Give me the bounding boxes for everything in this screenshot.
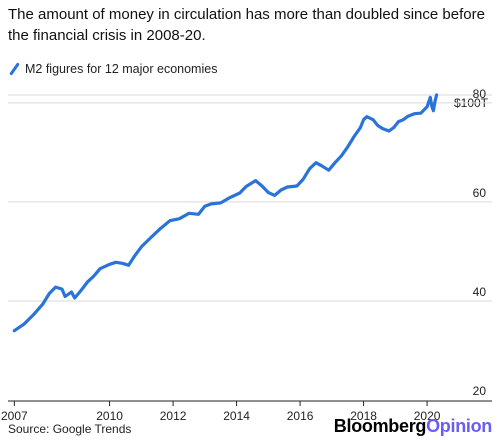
logo-accent: Opinion (426, 416, 492, 436)
x-tick-label: 2020 (414, 409, 441, 423)
x-tick-label: 2012 (160, 409, 187, 423)
x-tick-label: 2018 (350, 409, 377, 423)
y-tick-label: 20 (473, 384, 487, 398)
chart-title: The amount of money in circulation has m… (8, 6, 485, 44)
source-note: Source: Google Trends (8, 422, 132, 436)
bloomberg-opinion-logo: BloombergOpinion (333, 416, 493, 437)
y-tick-label: 40 (473, 285, 487, 299)
y-tick-label: 60 (473, 186, 487, 200)
legend: M2 figures for 12 major economies (8, 62, 217, 76)
x-tick-label: 2016 (287, 409, 314, 423)
x-tick-label: 2014 (223, 409, 250, 423)
logo-main: Bloomberg (333, 416, 427, 436)
y-tick-label: 80 (473, 87, 487, 101)
series-line-0 (12, 93, 439, 333)
legend-label: M2 figures for 12 major economies (25, 62, 218, 76)
x-tick-label: 2010 (96, 409, 123, 423)
x-tick-label: 2007 (1, 409, 28, 423)
